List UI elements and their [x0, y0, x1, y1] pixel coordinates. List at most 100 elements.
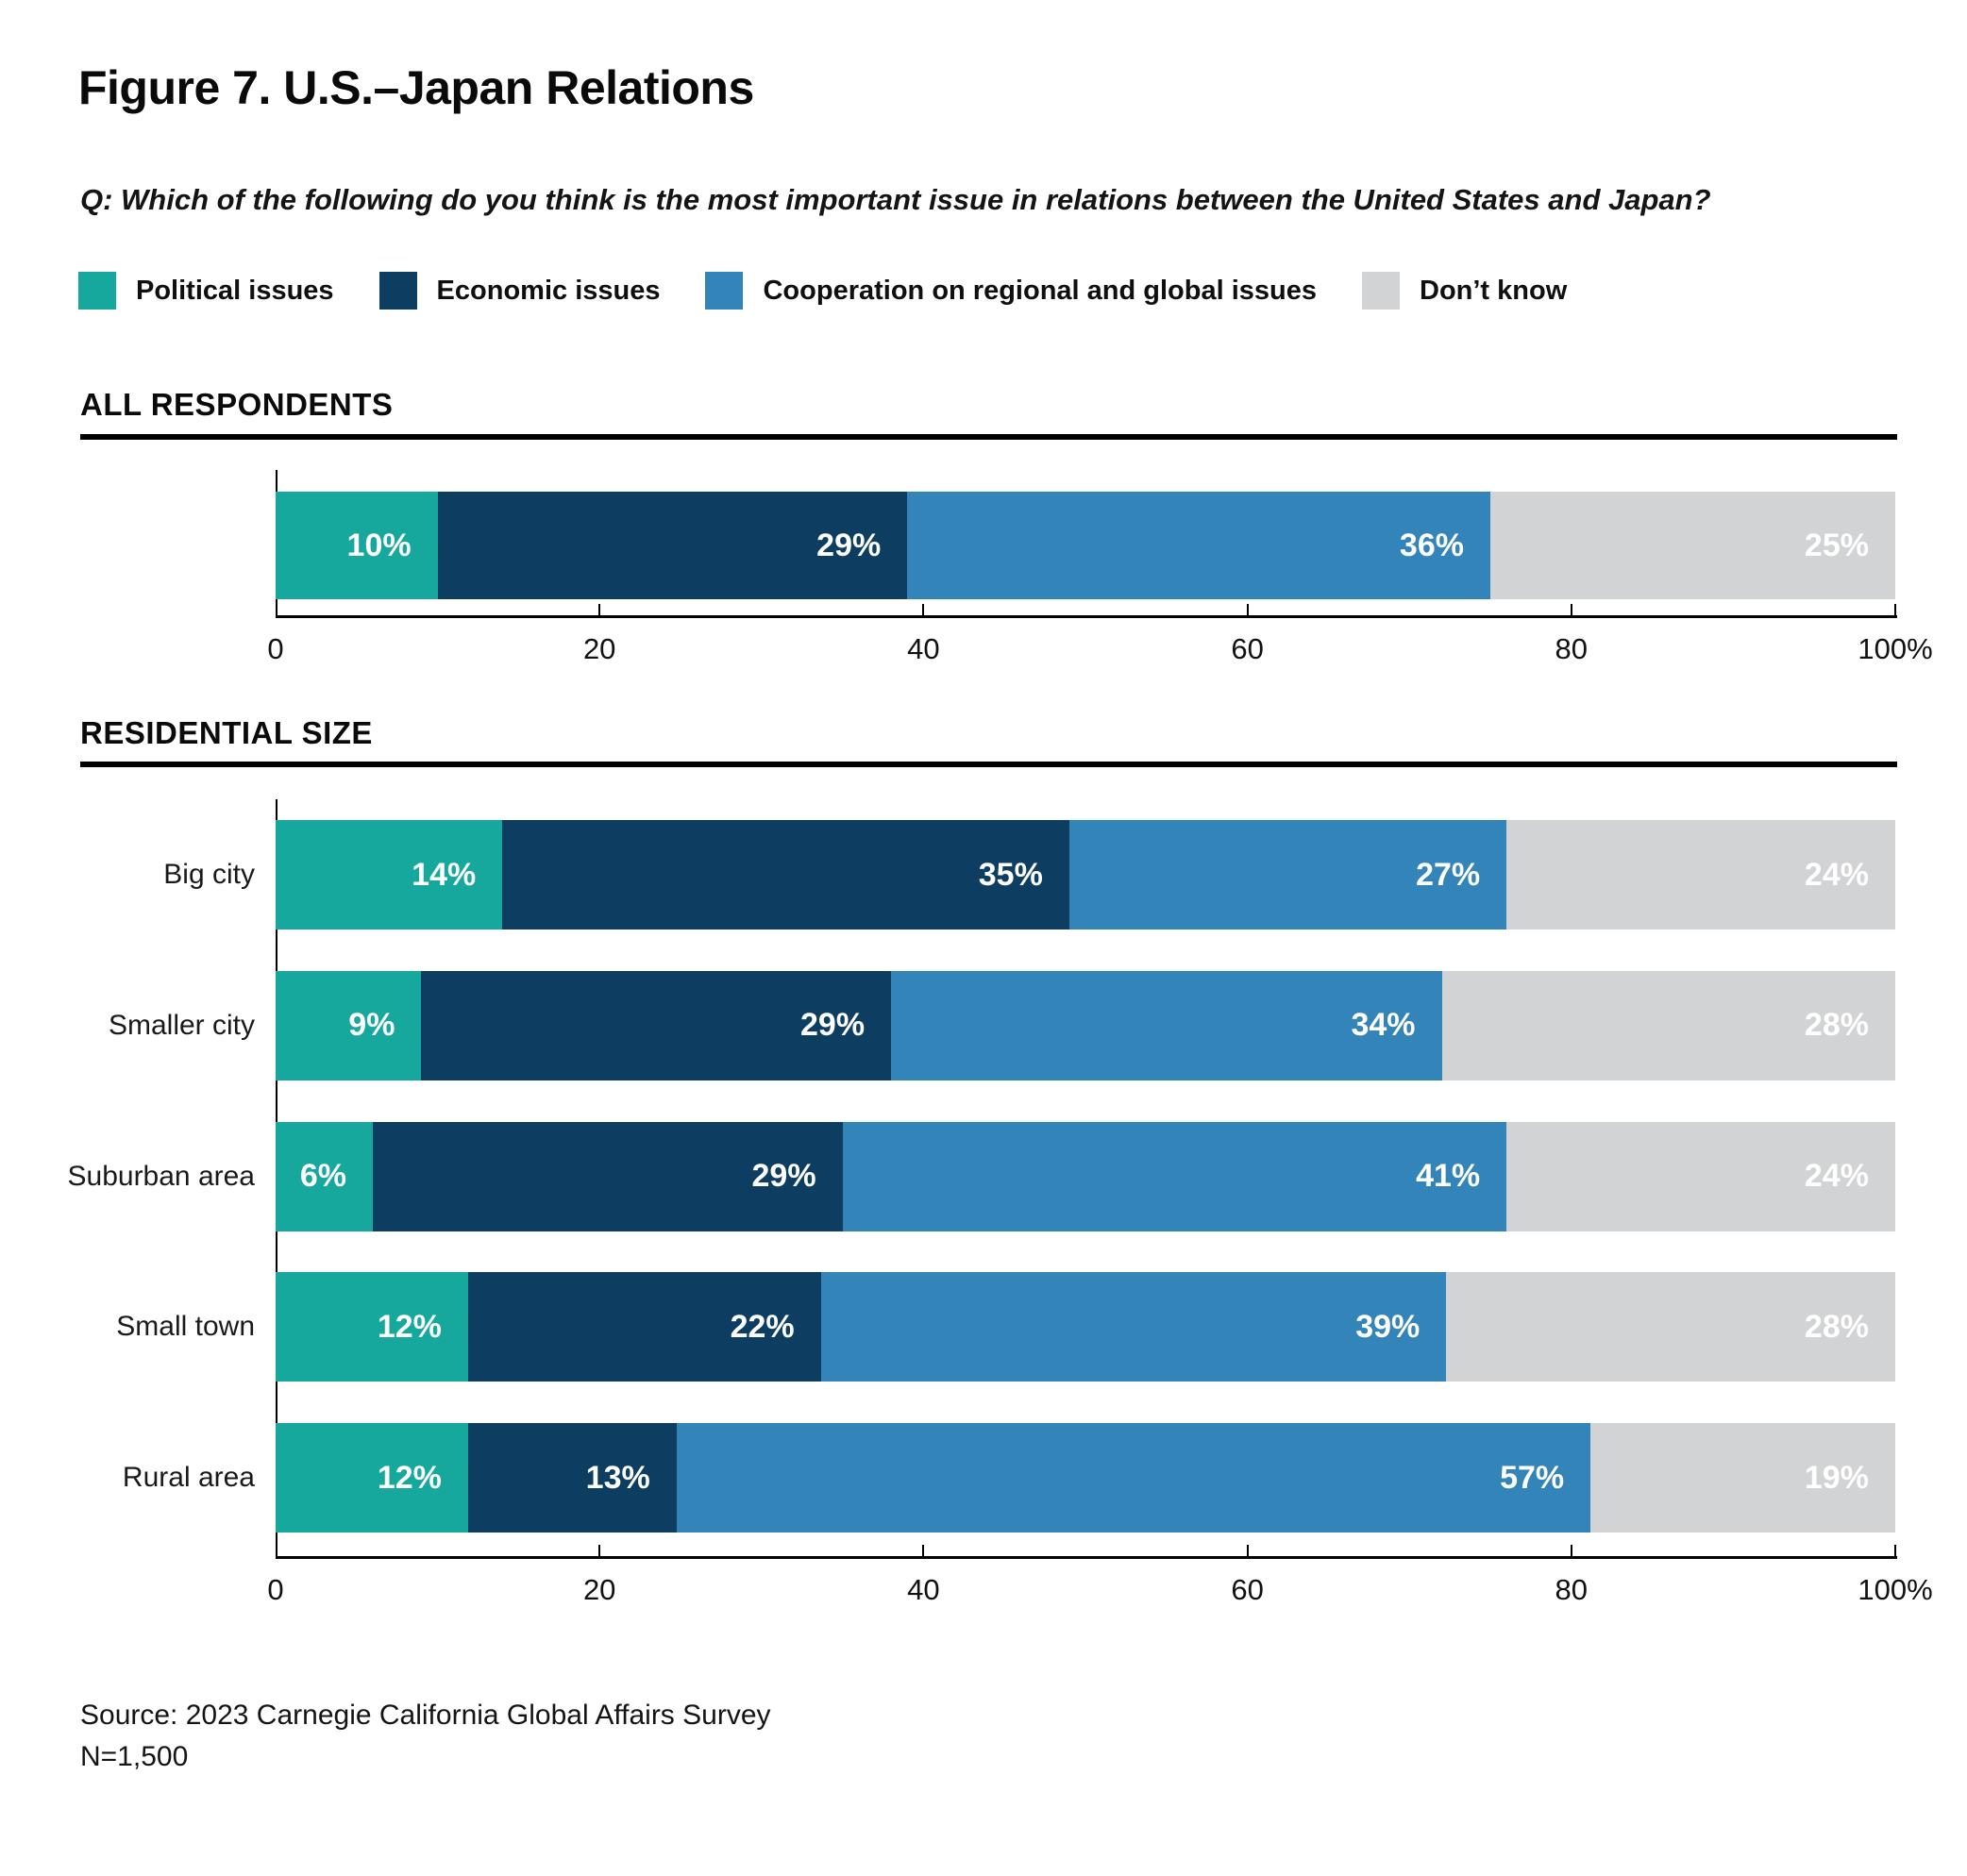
bar-segment: 9%	[276, 970, 422, 1080]
x-tick-label: 80	[1555, 632, 1589, 665]
bar-segment: 22%	[467, 1272, 821, 1382]
x-tick	[1894, 604, 1896, 615]
x-tick	[598, 1545, 601, 1556]
legend-item-political: Political issues	[78, 272, 334, 310]
bar-segment: 35%	[502, 820, 1069, 930]
bar-segment: 57%	[676, 1423, 1591, 1533]
bar-segment: 12%	[276, 1423, 468, 1533]
bar-row: 12% 13% 57% 19%	[276, 1423, 1895, 1533]
segment-label: 39%	[1355, 1308, 1421, 1345]
category-label: Big city	[163, 859, 255, 890]
legend-swatch-cooperation	[705, 272, 744, 310]
bar-row: 9% 29% 34% 28%	[276, 970, 1895, 1080]
segment-label: 24%	[1804, 1158, 1869, 1194]
legend-label: Don’t know	[1420, 275, 1568, 306]
x-tick-label: 0	[267, 1573, 284, 1606]
category-label: Suburban area	[67, 1160, 256, 1192]
bar-segment: 27%	[1068, 820, 1507, 930]
x-tick	[1246, 604, 1249, 615]
bar-row: 12% 22% 39% 28%	[276, 1272, 1895, 1382]
bar-row: 14% 35% 27% 24%	[276, 820, 1895, 930]
segment-label: 36%	[1399, 527, 1464, 563]
x-tick-label: 100%	[1858, 1573, 1933, 1606]
segment-label: 12%	[377, 1459, 442, 1496]
legend-label: Economic issues	[436, 275, 661, 306]
x-tick-label: 40	[907, 632, 940, 665]
segment-label: 12%	[377, 1308, 442, 1345]
bar-segment: 10%	[276, 492, 438, 599]
figure-title: Figure 7. U.S.–Japan Relations	[78, 61, 754, 114]
bar-segment: 19%	[1590, 1423, 1895, 1533]
bar-segment: 36%	[907, 492, 1490, 599]
bar-segment: 28%	[1446, 1272, 1895, 1382]
x-tick	[1894, 1545, 1896, 1556]
legend-swatch-economic	[378, 272, 417, 310]
x-tick	[598, 604, 601, 615]
segment-label: 29%	[800, 1007, 866, 1044]
x-tick	[922, 604, 925, 615]
section-header-residential-size: RESIDENTIAL SIZE	[80, 715, 373, 750]
bar-segment: 28%	[1441, 970, 1895, 1080]
segment-label: 13%	[585, 1459, 650, 1496]
sample-size: N=1,500	[80, 1741, 189, 1772]
source-line: Source: 2023 Carnegie California Global …	[80, 1700, 771, 1731]
segment-label: 29%	[816, 527, 882, 563]
bar-segment: 24%	[1506, 1121, 1895, 1231]
legend-label: Political issues	[136, 275, 334, 306]
segment-label: 22%	[730, 1308, 795, 1345]
segment-label: 29%	[751, 1158, 816, 1194]
category-label: Smaller city	[108, 1009, 255, 1041]
x-tick-label: 100%	[1858, 632, 1933, 665]
bar-segment: 14%	[276, 820, 503, 930]
legend-item-cooperation: Cooperation on regional and global issue…	[705, 272, 1317, 310]
category-label: Small town	[116, 1311, 255, 1343]
x-tick-label: 20	[582, 632, 616, 665]
x-tick	[1570, 604, 1572, 615]
x-tick	[922, 1545, 925, 1556]
chart-all-respondents: 10% 29% 36% 25% 0 20 40 60 80 100%	[57, 470, 1940, 687]
segment-label: 10%	[346, 527, 412, 563]
section-rule	[80, 762, 1897, 767]
bar-segment: 39%	[820, 1272, 1447, 1382]
segment-label: 9%	[348, 1007, 395, 1044]
segment-label: 14%	[412, 856, 477, 893]
segment-label: 57%	[1500, 1459, 1565, 1496]
x-tick	[1246, 1545, 1249, 1556]
chart-residential-size: Big city 14% 35% 27% 24% Smaller city 9% 29% 34%…	[57, 799, 1940, 1649]
legend-item-dont-know: Don’t know	[1362, 272, 1567, 310]
x-tick-label: 80	[1555, 1573, 1589, 1606]
segment-label: 25%	[1804, 527, 1869, 563]
x-tick-label: 60	[1231, 632, 1264, 665]
bar-segment: 29%	[372, 1121, 843, 1231]
legend-item-economic: Economic issues	[378, 272, 661, 310]
x-axis-line	[276, 615, 1897, 618]
category-label: Rural area	[122, 1462, 255, 1493]
bar-segment: 24%	[1506, 820, 1895, 930]
bar-row: 6% 29% 41% 24%	[276, 1121, 1895, 1231]
x-tick-label: 0	[267, 632, 284, 665]
legend: Political issues Economic issues Coopera…	[78, 272, 1612, 310]
bar-segment: 13%	[467, 1423, 677, 1533]
legend-swatch-political	[78, 272, 116, 310]
bar-segment: 25%	[1489, 492, 1895, 599]
segment-label: 35%	[978, 856, 1043, 893]
survey-question: Q: Which of the following do you think i…	[80, 183, 1711, 216]
bar-row: 10% 29% 36% 25%	[276, 492, 1895, 599]
x-tick-label: 40	[907, 1573, 940, 1606]
segment-label: 19%	[1804, 1459, 1869, 1496]
bar-segment: 12%	[276, 1272, 468, 1382]
source-note: Source: 2023 Carnegie California Global …	[80, 1695, 771, 1778]
legend-label: Cooperation on regional and global issue…	[763, 275, 1317, 306]
x-tick	[1570, 1545, 1572, 1556]
segment-label: 27%	[1416, 856, 1481, 893]
legend-swatch-dont-know	[1362, 272, 1400, 310]
bar-segment: 41%	[842, 1121, 1507, 1231]
bar-segment: 29%	[421, 970, 892, 1080]
segment-label: 34%	[1351, 1007, 1416, 1044]
section-header-all-respondents: ALL RESPONDENTS	[80, 387, 394, 422]
bar-segment: 6%	[276, 1121, 373, 1231]
x-axis-line	[276, 1556, 1897, 1559]
bar-segment: 34%	[891, 970, 1442, 1080]
segment-label: 28%	[1804, 1007, 1869, 1044]
